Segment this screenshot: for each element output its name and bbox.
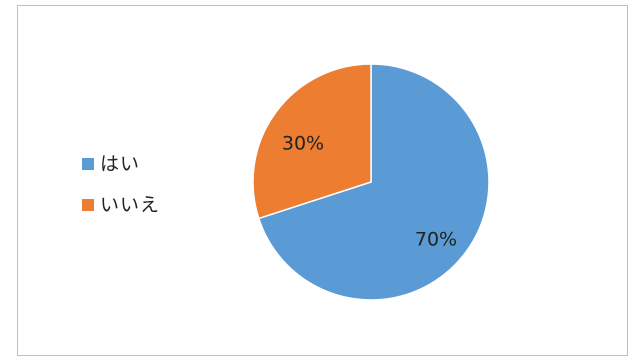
- data-label-yes: 70%: [415, 229, 457, 251]
- pie-chart: 70% 30%: [252, 63, 490, 301]
- pie-slice-no: [252, 63, 372, 220]
- legend-label-no: いいえ: [100, 194, 161, 216]
- legend-item-no: いいえ: [82, 193, 160, 217]
- legend-swatch-no: [82, 199, 94, 211]
- pie-slice-yes: [257, 63, 490, 301]
- data-label-no: 30%: [282, 133, 324, 155]
- legend-label-yes: はい: [100, 153, 141, 175]
- legend-swatch-yes: [82, 158, 94, 170]
- legend: はい いいえ: [82, 152, 160, 234]
- legend-item-yes: はい: [82, 152, 160, 176]
- chart-area: はい いいえ 70% 30%: [17, 5, 628, 356]
